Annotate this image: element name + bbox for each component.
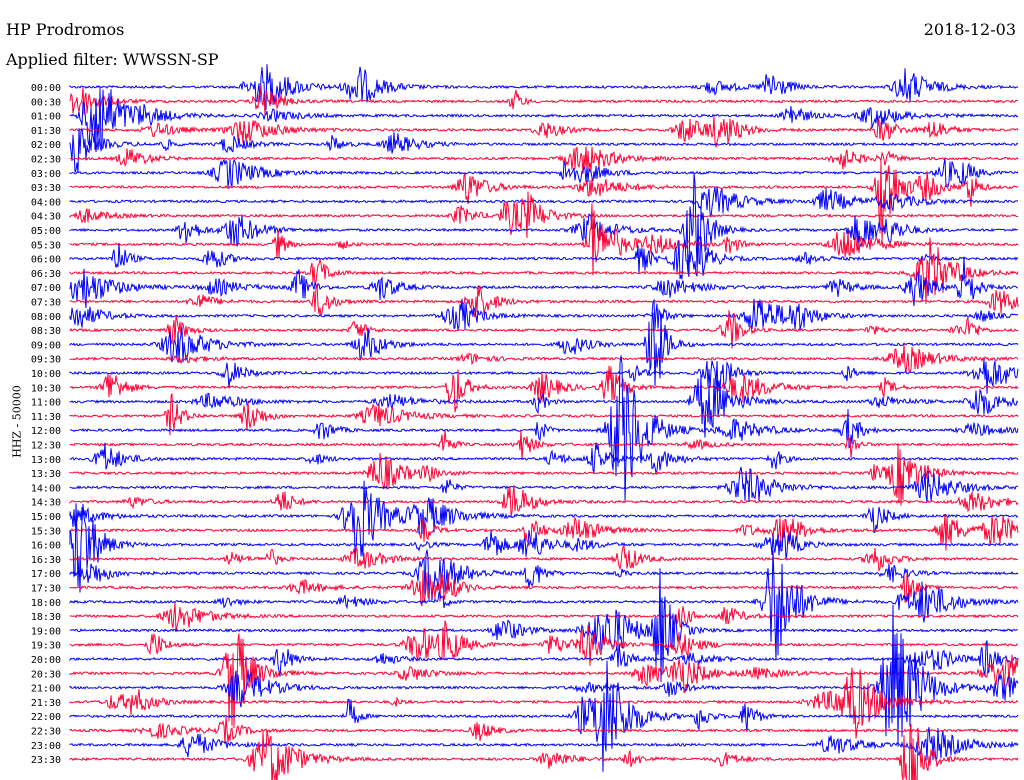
row-time-label: 04:30	[31, 212, 61, 223]
trace-line	[69, 466, 1019, 503]
row-time-label: 08:00	[31, 312, 61, 323]
trace-line	[69, 84, 1019, 117]
row-time-label: 14:30	[31, 498, 61, 509]
row-time-label: 12:00	[31, 426, 61, 437]
trace-line	[69, 146, 1019, 175]
row-time-label: 07:00	[31, 283, 61, 294]
trace-line	[69, 310, 1019, 349]
trace-line	[69, 570, 1019, 607]
trace-line	[69, 602, 1019, 632]
row-time-label: 00:30	[31, 97, 61, 108]
row-time-label: 13:30	[31, 469, 61, 480]
row-time-label: 00:00	[31, 83, 61, 94]
trace-line	[69, 549, 1019, 601]
trace-line	[69, 393, 1019, 436]
date-label: 2018-12-03	[923, 20, 1016, 39]
trace-line	[69, 284, 1019, 318]
trace-line	[69, 158, 1019, 188]
trace-line	[69, 444, 1019, 506]
row-time-label: 09:00	[31, 340, 61, 351]
trace-line	[69, 429, 1019, 461]
trace-line	[69, 203, 1019, 276]
trace-line	[69, 480, 1019, 557]
row-time-label: 06:00	[31, 255, 61, 266]
row-time-label: 15:00	[31, 512, 61, 523]
trace-line	[69, 716, 1019, 745]
row-time-label: 02:00	[31, 140, 61, 151]
trace-line	[69, 604, 1019, 747]
row-time-label: 18:30	[31, 612, 61, 623]
row-time-label: 15:30	[31, 526, 61, 537]
row-time-label: 16:00	[31, 541, 61, 552]
trace-line	[69, 442, 1019, 475]
trace-line	[69, 726, 1019, 762]
trace-line	[69, 485, 1019, 516]
trace-line	[69, 660, 1019, 772]
row-time-label: 23:00	[31, 741, 61, 752]
trace-line	[69, 568, 1018, 683]
row-time-label: 12:30	[31, 441, 61, 452]
row-time-label: 14:00	[31, 483, 61, 494]
row-time-label: 06:30	[31, 269, 61, 280]
trace-line	[69, 312, 1019, 387]
trace-line	[69, 186, 1019, 218]
row-time-label: 20:30	[31, 669, 61, 680]
trace-line	[69, 237, 1019, 304]
row-time-label: 05:00	[31, 226, 61, 237]
trace-line	[69, 115, 1019, 148]
row-time-label: 23:30	[31, 755, 61, 766]
trace-line	[69, 550, 1019, 661]
row-time-label: 17:00	[31, 569, 61, 580]
trace-line	[69, 640, 1019, 677]
row-time-label: 11:00	[31, 398, 61, 409]
trace-line	[69, 191, 1019, 239]
row-time-label: 08:30	[31, 326, 61, 337]
row-time-label: 11:30	[31, 412, 61, 423]
row-time-label: 16:30	[31, 555, 61, 566]
row-time-label: 20:00	[31, 655, 61, 666]
trace-line	[69, 365, 1019, 413]
row-time-label: 04:00	[31, 197, 61, 208]
row-time-label: 01:30	[31, 126, 61, 137]
trace-line	[69, 343, 1019, 374]
row-time-label: 07:30	[31, 298, 61, 309]
trace-line	[69, 358, 1019, 394]
trace-line	[69, 127, 1019, 173]
trace-line	[69, 235, 1019, 280]
trace-line	[69, 503, 1019, 593]
station-title: HP Prodromos	[6, 20, 125, 39]
trace-line	[69, 513, 1019, 551]
row-time-label: 03:00	[31, 169, 61, 180]
trace-line	[69, 88, 1019, 150]
row-time-label: 03:30	[31, 183, 61, 194]
row-time-label: 10:30	[31, 383, 61, 394]
row-time-label: 19:00	[31, 626, 61, 637]
row-time-label: 02:30	[31, 155, 61, 166]
trace-line	[69, 355, 1019, 501]
row-time-label: 13:00	[31, 455, 61, 466]
trace-line	[69, 158, 1019, 242]
trace-line	[69, 374, 1019, 438]
row-time-label: 18:00	[31, 598, 61, 609]
row-time-label: 19:30	[31, 641, 61, 652]
row-time-label: 22:30	[31, 727, 61, 738]
row-time-label: 05:30	[31, 240, 61, 251]
trace-line	[69, 298, 1019, 331]
trace-line	[69, 545, 1019, 573]
trace-line	[69, 64, 1019, 111]
row-time-label: 21:00	[31, 684, 61, 695]
row-time-label: 10:00	[31, 369, 61, 380]
trace-line	[69, 256, 1019, 309]
row-time-label: 21:30	[31, 698, 61, 709]
trace-line	[69, 667, 1019, 739]
row-time-label: 22:00	[31, 712, 61, 723]
filter-label: Applied filter: WWSSN-SP	[6, 50, 219, 69]
row-time-label: 09:30	[31, 355, 61, 366]
trace-line	[69, 620, 1019, 666]
row-time-label: 17:30	[31, 584, 61, 595]
row-time-label: 01:00	[31, 112, 61, 123]
trace-line	[69, 723, 1019, 780]
